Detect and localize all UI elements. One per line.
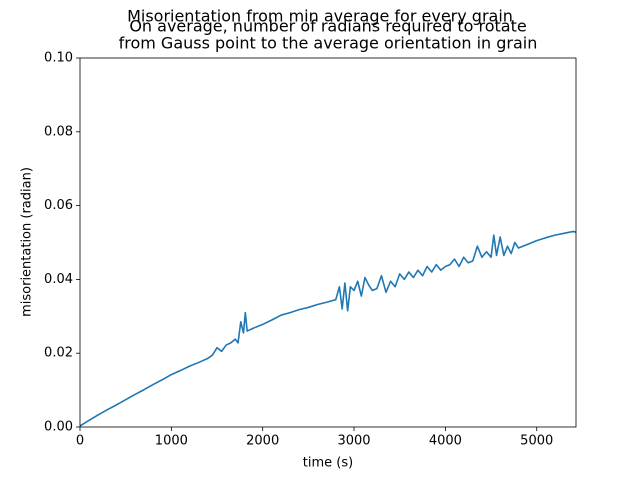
y-tick-label: 0.08 [44, 124, 73, 139]
y-axis-label: misorientation (radian) [20, 167, 35, 317]
plot-frame [79, 57, 577, 428]
x-tick-label: 2000 [246, 434, 279, 449]
y-tick-label: 0.06 [44, 198, 73, 213]
x-tick-label: 1000 [155, 434, 188, 449]
y-tick-label: 0.00 [44, 420, 73, 435]
chart-title: from Gauss point to the average orientat… [119, 34, 538, 53]
x-axis-label: time (s) [303, 456, 353, 471]
data-line [80, 230, 576, 427]
x-tick-label: 3000 [337, 434, 370, 449]
x-tick-label: 5000 [520, 434, 553, 449]
y-tick-label: 0.10 [44, 51, 73, 66]
y-tick-label: 0.02 [44, 346, 73, 361]
chart-title: On average, number of radians required t… [129, 17, 526, 36]
suptitle: Misorientation from min average for ever… [127, 7, 513, 26]
x-tick-label: 0 [76, 434, 84, 449]
y-tick-label: 0.04 [44, 272, 73, 287]
x-tick-label: 4000 [429, 434, 462, 449]
